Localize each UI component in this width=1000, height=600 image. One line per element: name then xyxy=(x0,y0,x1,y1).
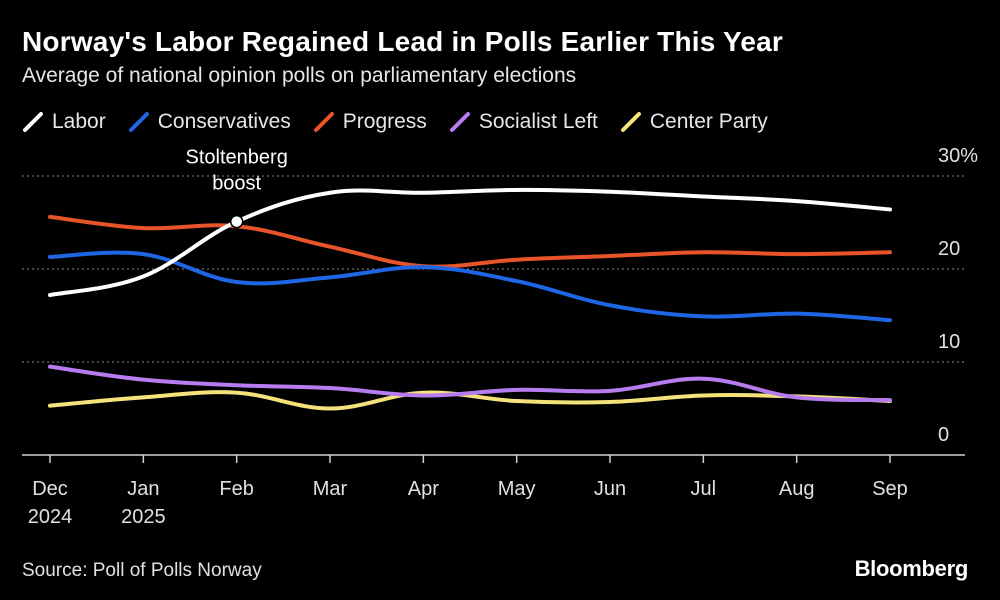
x-tick-label: Mar xyxy=(313,478,348,500)
x-tick-label: May xyxy=(498,478,536,500)
x-tick-label: Jan 2025 xyxy=(121,478,166,528)
y-tick-label: 20 xyxy=(938,238,960,260)
legend: Labor Conservatives Progress Socialist Left… xyxy=(22,110,768,134)
series-line-socialist-left xyxy=(48,364,892,403)
x-tick-label: Aug xyxy=(779,478,815,500)
y-tick-label: 0 xyxy=(938,424,949,446)
legend-label: Conservatives xyxy=(157,110,291,133)
y-tick-label: 30% xyxy=(938,145,978,167)
x-tick-label: Apr xyxy=(408,478,439,500)
legend-item-center-party: Center Party xyxy=(620,110,768,134)
legend-item-labor: Labor xyxy=(22,110,106,134)
legend-swatch xyxy=(449,112,470,132)
legend-item-conservatives: Conservatives xyxy=(128,110,291,134)
legend-item-socialist-left: Socialist Left xyxy=(449,110,598,134)
y-tick-label: 10 xyxy=(938,331,960,353)
legend-label: Labor xyxy=(52,110,106,133)
x-tick-label: Jun xyxy=(594,478,626,500)
legend-item-progress: Progress xyxy=(313,110,427,134)
annotation-label: Stoltenberg boost xyxy=(186,147,288,195)
chart-title: Norway's Labor Regained Lead in Polls Ea… xyxy=(22,26,783,57)
annotation-marker xyxy=(229,214,244,229)
series-line-progress xyxy=(48,214,892,269)
legend-label: Center Party xyxy=(649,110,768,133)
series-line-labor xyxy=(48,187,892,298)
x-tick-label: Dec 2024 xyxy=(28,478,73,528)
legend-label: Progress xyxy=(342,110,427,133)
legend-swatch xyxy=(620,112,641,132)
legend-label: Socialist Left xyxy=(478,110,598,133)
chart-subtitle: Average of national opinion polls on par… xyxy=(22,64,577,87)
legend-swatch xyxy=(128,112,149,132)
series-line-conservatives xyxy=(48,250,892,323)
x-tick-label: Sep xyxy=(872,478,908,500)
legend-swatch xyxy=(313,112,334,132)
legend-swatch xyxy=(23,112,43,132)
bloomberg-logo: Bloomberg xyxy=(854,556,969,581)
source-note: Source: Poll of Polls Norway xyxy=(22,560,262,581)
x-tick-label: Feb xyxy=(219,478,253,500)
x-tick-label: Jul xyxy=(691,478,717,500)
series-line-center-party xyxy=(48,390,892,411)
